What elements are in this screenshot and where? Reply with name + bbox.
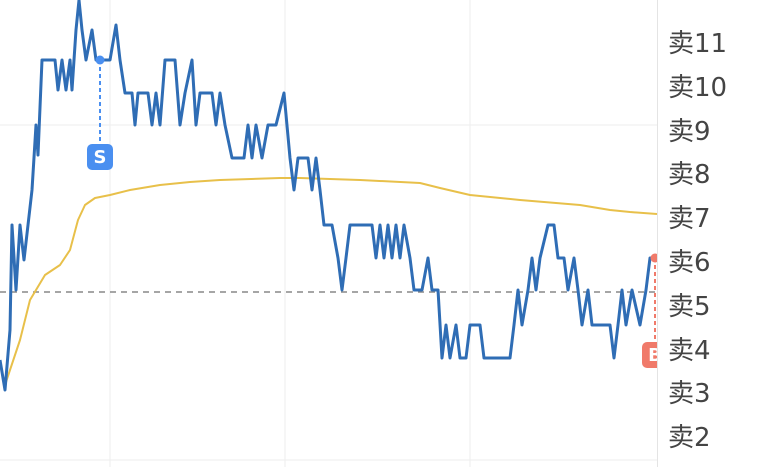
order-level: 卖9 xyxy=(668,116,711,147)
order-level: 卖3 xyxy=(668,379,711,410)
order-level: 卖11 xyxy=(668,29,728,59)
marker-label: B xyxy=(648,345,657,366)
chart: SB xyxy=(0,0,657,467)
order-level: 卖10 xyxy=(668,72,728,103)
marker-badge xyxy=(642,342,657,368)
order-level: 卖7 xyxy=(668,204,711,235)
order-level: 卖5 xyxy=(668,291,711,322)
price-line xyxy=(0,0,656,392)
marker-badge xyxy=(87,144,113,170)
order-level: 卖2 xyxy=(668,423,711,454)
order-book: 卖11 卖10 卖9 卖8 卖7 卖6 卖5 卖4 卖3 卖2 xyxy=(657,0,757,467)
order-level: 卖6 xyxy=(668,248,711,278)
marker-dot xyxy=(650,253,657,263)
price-line xyxy=(4,177,657,386)
marker-label: S xyxy=(94,147,107,168)
order-level: 卖8 xyxy=(668,160,711,191)
marker-dot xyxy=(95,55,105,65)
order-level: 卖4 xyxy=(668,335,711,366)
